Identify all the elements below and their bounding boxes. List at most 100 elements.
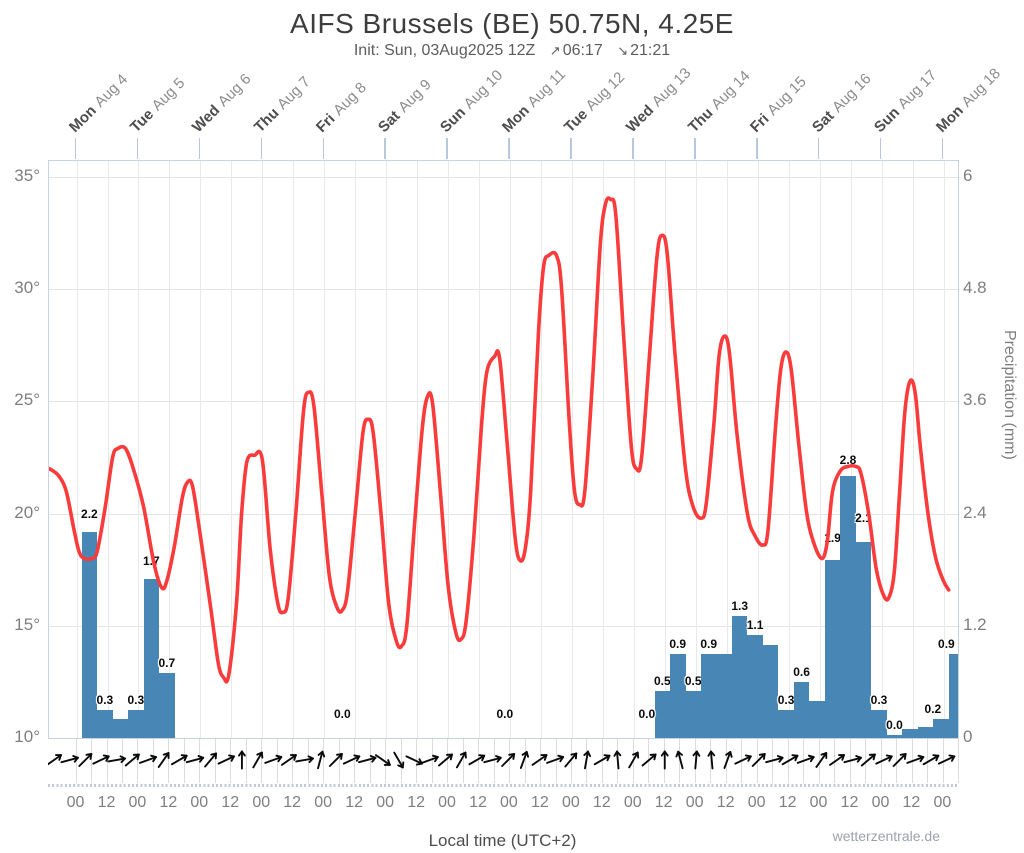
precip-bar [685,691,701,738]
wind-strip-gridline [555,739,557,783]
day-label-weekday: Tue [127,105,158,136]
precip-bar-value: 0.9 [669,636,687,651]
wind-strip-gridline [354,739,356,783]
day-tick [941,138,944,159]
precip-bar [886,735,903,738]
day-tick [74,138,77,159]
horizontal-gridline [49,289,958,291]
day-label: TueAug 5 [127,74,189,136]
time-tick-label: 00 [871,794,890,811]
wind-strip-gridline [570,739,572,783]
time-tick-label: 00 [685,794,704,811]
day-tick [322,138,324,159]
day-tick [384,138,386,159]
vertical-gridline [138,161,140,738]
day-label-weekday: Tue [560,105,591,136]
time-tick-label: 00 [623,794,642,811]
day-tick [817,138,820,159]
sunset-icon: ↘ [617,43,629,58]
vertical-gridline [293,161,295,738]
temp-axis-tick: 15° [14,614,40,634]
vertical-gridline [788,161,790,738]
precip-bar-value: 0.9 [938,636,955,651]
wind-strip-gridline [524,739,526,783]
time-tick-label: 12 [840,794,859,811]
precipitation-axis-label: Precipitation (mm) [1001,330,1018,460]
day-label: TueAug 12 [560,68,629,136]
zero-precip-label: 0.0 [333,707,351,721]
precip-bar [902,728,918,738]
time-tick-label: 00 [66,794,85,811]
precip-bar [809,700,825,738]
precip-bar [654,691,670,738]
precip-bar-value: 2.2 [81,507,98,522]
vertical-gridline [231,161,233,738]
day-label: SatAug 9 [375,76,435,136]
vertical-gridline [602,161,604,738]
temp-axis-tick: 30° [14,278,40,298]
precip-bar-value: 0.0 [886,718,903,733]
wind-strip-gridline [276,739,278,783]
precip-bar [159,672,175,738]
wind-strip-gridline [493,739,495,783]
precip-bar [112,719,129,738]
day-label: MonAug 11 [498,65,570,136]
day-label: SunAug 17 [870,66,940,136]
precip-bar [840,476,856,738]
precip-bar [143,579,160,738]
day-label-weekday: Sat [808,107,838,136]
precip-bar [855,541,872,738]
day-tick [136,138,139,159]
time-tick-label: 00 [933,794,952,811]
day-label: WedAug 6 [189,70,255,136]
precip-bar-value: 0.3 [870,693,888,707]
wind-strip-gridline [601,739,603,783]
wind-strip-gridline [509,739,510,783]
wind-strip-gridline [431,739,433,783]
precip-bar [716,653,732,738]
precip-bar [871,710,887,738]
day-tick [260,138,262,159]
time-tick-label: 00 [747,794,766,811]
precip-axis-tick: 4.8 [963,278,987,298]
wind-arrows-strip [48,739,959,783]
horizontal-gridline [49,625,958,627]
vertical-gridline [200,161,202,738]
time-tick-label: 00 [561,794,580,811]
time-tick-label: 12 [592,794,611,811]
day-tick [198,138,201,159]
wind-arrows [48,750,956,770]
time-tick-label: 12 [97,794,116,811]
precip-bar [97,710,113,738]
wind-strip-gridline [896,739,898,783]
precip-bar-value: 0.3 [777,693,795,707]
day-label-weekday: Sat [375,107,404,136]
horizontal-gridline [49,513,958,515]
wind-strip-gridline [261,739,263,783]
wind-strip-gridline [462,739,464,783]
day-label: MonAug 18 [932,65,1004,136]
wind-strip-gridline [369,739,371,783]
time-tick-label: 12 [902,794,921,811]
hour-tick-row [48,784,957,787]
precip-bar-value: 0.3 [96,693,114,707]
wind-strip-gridline [137,739,139,783]
vertical-gridline [107,161,109,738]
temp-axis-tick: 10° [14,727,40,746]
vertical-gridline [386,161,388,738]
precip-axis-tick: 6 [963,166,973,185]
precip-bar-value: 0.6 [793,664,810,679]
day-label-weekday: Thu [684,104,717,136]
vertical-gridline [850,161,852,738]
precip-axis-tick: 2.4 [963,502,987,522]
time-tick-label: 12 [716,794,735,811]
precip-bar [731,616,748,738]
time-tick-label: 00 [252,794,271,811]
precip-bar-value: 0.9 [700,636,718,651]
plot-area: 2.2 0.3 0.3 1.7 0.7 0.5 0.9 0.5 0.9 1.3 1.1 0.3 0.6 1… [48,160,959,739]
init-subtitle: Init: Sun, 03Aug2025 12Z ↗ 06:17 ↘ 21:21 [0,42,1024,60]
precip-bar-value: 1.3 [731,599,749,614]
wind-strip-gridline [865,739,867,783]
time-tick-label: 00 [499,794,518,811]
